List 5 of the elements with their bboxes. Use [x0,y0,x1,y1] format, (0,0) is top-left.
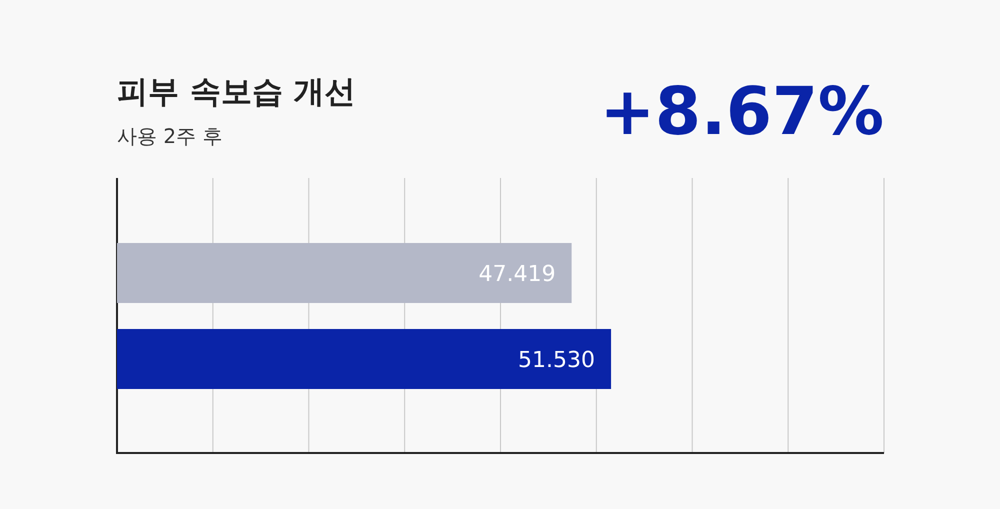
data-label: 51.530 [518,348,596,373]
chart-title: 피부 속보습 개선 [117,74,356,110]
data-label: 47.419 [478,262,556,287]
chart-subtitle: 사용 2주 후 [117,124,222,148]
text: +8.67% [600,73,884,150]
